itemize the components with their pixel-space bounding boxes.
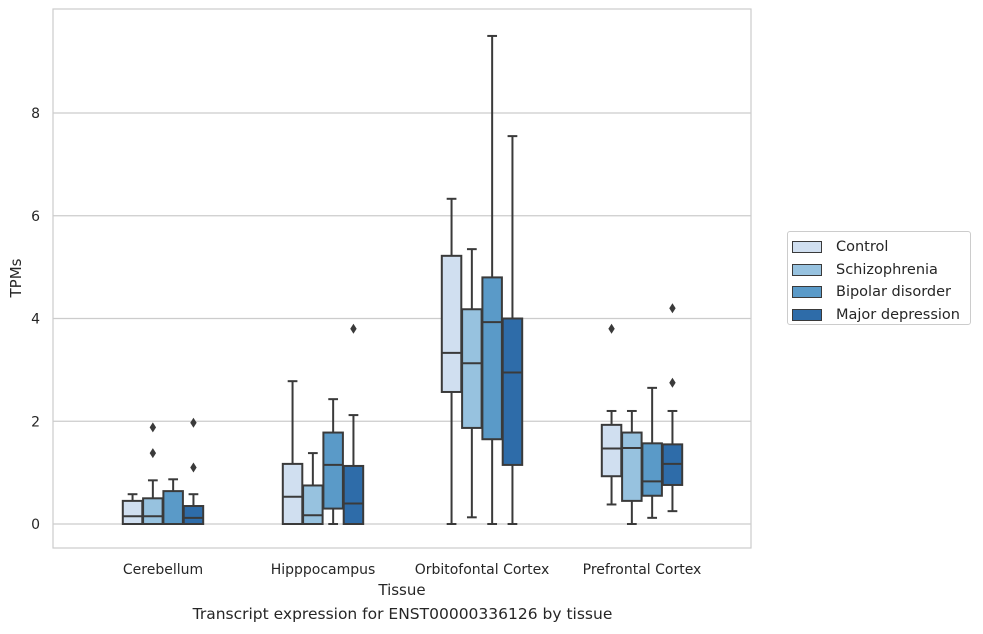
box-major-depression [661,303,684,513]
box-iqr [162,490,184,525]
box-iqr [281,462,304,525]
legend-item: Control [792,236,970,259]
box-iqr [142,497,164,525]
y-tick-label: 0 [31,517,40,533]
legend-swatch [792,263,822,276]
y-tick-label: 8 [31,106,40,122]
outlier-point [350,323,357,334]
plot-area-frame [52,8,752,549]
y-tick-label: 4 [31,312,40,328]
box-iqr [182,505,205,525]
box-major-depression [342,323,365,526]
y-tick-label: 6 [31,209,40,225]
box-schizophrenia [621,409,643,525]
box-iqr [440,254,463,393]
x-tick-label: Cerebellum [123,562,203,578]
legend-label: Bipolar disorder [836,284,951,301]
box-iqr [621,431,643,502]
box-iqr [322,431,344,510]
y-axis-label: TPMs [7,258,25,298]
outlier-point [149,422,157,433]
x-axis-label: Tissue [377,581,425,599]
box-iqr [600,423,623,478]
box-iqr [641,442,663,497]
box-iqr [302,484,324,525]
x-tick-label: Hipppocampus [271,562,376,578]
legend-swatch [792,308,822,321]
chart-title: Transcript expression for ENST0000033612… [192,605,613,623]
box-control [121,493,144,526]
box-control [440,197,463,525]
box-control [281,380,304,525]
outlier-point [608,323,615,334]
box-iqr [461,308,483,429]
outlier-point [149,448,157,459]
outlier-point [190,417,197,428]
box-major-depression [501,135,524,525]
legend-label: Schizophrenia [836,261,938,278]
legend-item: Schizophrenia [792,259,970,282]
box-bipolar-disorder [162,478,184,525]
box-iqr [501,317,524,466]
legend: Control Schizophrenia Bipolar disorder Majo… [787,231,971,325]
y-tick-label: 2 [31,414,40,430]
x-tick-label: Orbitofontal Cortex [415,562,550,578]
box-schizophrenia [302,452,324,525]
box-major-depression [182,417,205,525]
box-control [600,323,623,506]
x-tick-label: Prefrontal Cortex [583,562,702,578]
y-axis-ticks: 0 2 4 6 8 [31,106,40,533]
boxes [121,34,684,526]
box-iqr [481,276,503,441]
legend-swatch [792,286,822,299]
box-bipolar-disorder [641,386,663,519]
box-bipolar-disorder [322,398,344,525]
legend-item: Major depression [792,304,970,327]
outlier-point [669,303,676,314]
outlier-point [669,377,676,388]
legend-item: Bipolar disorder [792,281,970,304]
box-iqr [342,464,365,526]
legend-label: Control [836,239,889,256]
x-axis-ticks: Cerebellum Hipppocampus Orbitofontal Corte… [123,562,701,578]
box-iqr [121,499,144,526]
box-schizophrenia [461,248,483,519]
box-bipolar-disorder [481,34,503,525]
legend-label: Major depression [836,306,960,323]
outlier-point [190,462,197,473]
box-schizophrenia [142,422,164,525]
legend-swatch [792,241,822,254]
